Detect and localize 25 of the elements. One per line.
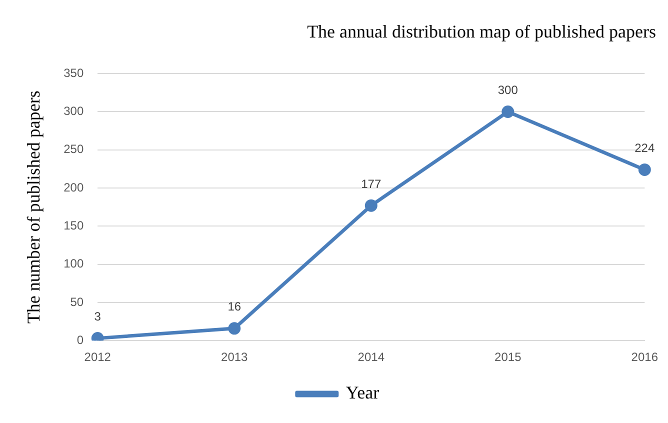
y-tick-label: 300 xyxy=(64,104,84,118)
x-tick-label: 2013 xyxy=(221,350,248,364)
x-tick-label: 2014 xyxy=(358,350,385,364)
chart-title: The annual distribution map of published papers xyxy=(307,22,656,42)
y-tick-label: 50 xyxy=(70,294,84,309)
data-label: 177 xyxy=(361,176,382,191)
x-tick-label: 2015 xyxy=(494,350,522,364)
x-tick-label: 2012 xyxy=(84,350,112,364)
point xyxy=(638,163,651,176)
y-tick-label: 200 xyxy=(64,180,84,194)
x-tick-label: 2016 xyxy=(631,350,658,364)
y-tick-label: 250 xyxy=(64,142,84,156)
y-tick-label: 350 xyxy=(64,66,84,80)
data-label: 224 xyxy=(634,141,655,156)
legend-label: Year xyxy=(346,382,380,403)
point xyxy=(228,322,241,335)
data-label: 300 xyxy=(498,83,518,98)
data-label: 3 xyxy=(94,310,102,324)
y-tick-label: 100 xyxy=(64,256,84,271)
y-tick-label: 150 xyxy=(64,218,84,232)
y-tick-label: 0 xyxy=(76,332,84,347)
data-label: 16 xyxy=(228,300,242,314)
point xyxy=(502,105,514,118)
y-axis-title: The number of published papers xyxy=(24,90,44,324)
point xyxy=(364,199,378,212)
